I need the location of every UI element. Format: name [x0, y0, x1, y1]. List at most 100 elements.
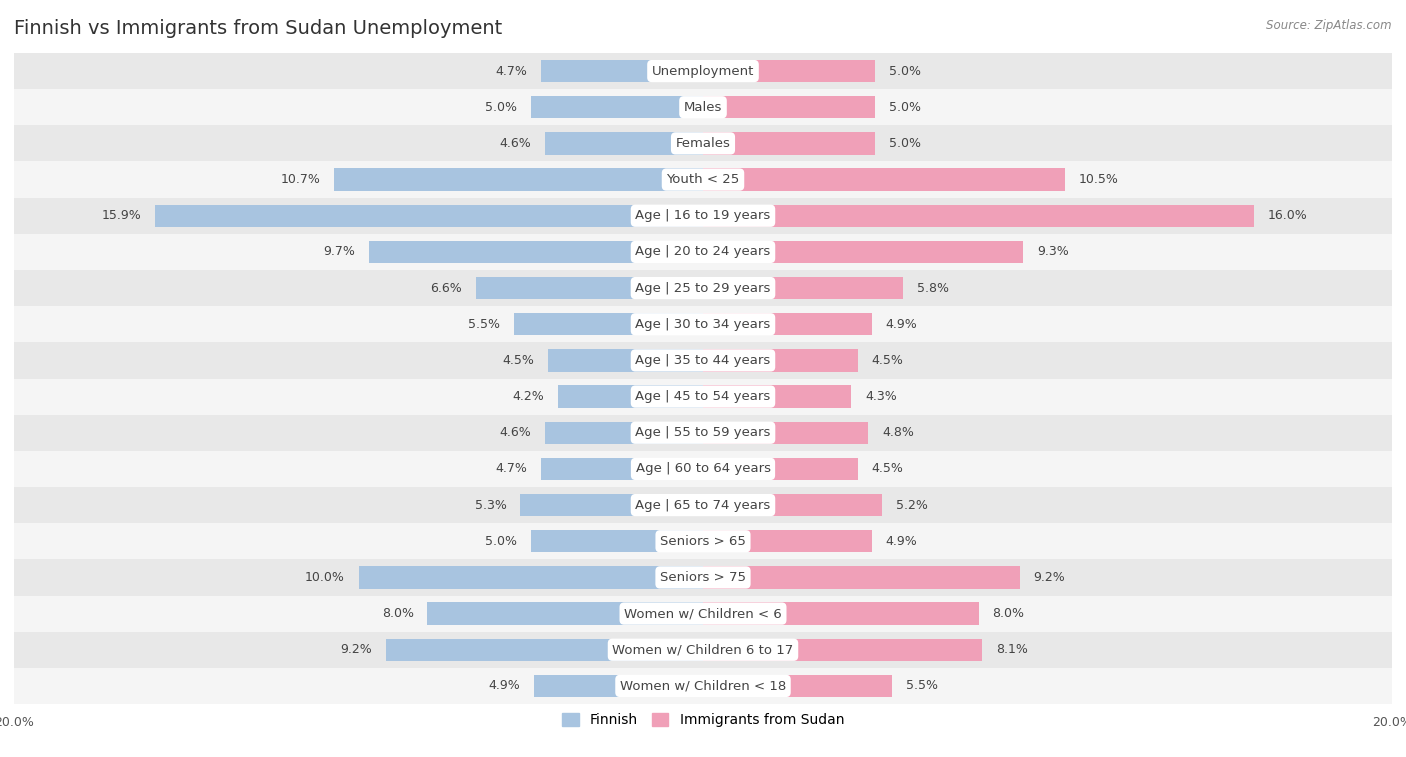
Bar	[427, 603, 703, 625]
Text: Males: Males	[683, 101, 723, 114]
Bar	[703, 168, 1064, 191]
Text: 16.0%: 16.0%	[1268, 209, 1308, 223]
Text: Seniors > 65: Seniors > 65	[659, 534, 747, 548]
Text: Seniors > 75: Seniors > 75	[659, 571, 747, 584]
Text: Age | 35 to 44 years: Age | 35 to 44 years	[636, 354, 770, 367]
Bar	[544, 132, 703, 154]
Bar	[541, 60, 703, 83]
Bar	[14, 668, 1392, 704]
Bar	[14, 415, 1392, 451]
Text: Age | 30 to 34 years: Age | 30 to 34 years	[636, 318, 770, 331]
Bar	[703, 313, 872, 335]
Text: 8.0%: 8.0%	[381, 607, 413, 620]
Bar	[14, 523, 1392, 559]
Text: Age | 16 to 19 years: Age | 16 to 19 years	[636, 209, 770, 223]
Bar	[703, 132, 875, 154]
Bar	[14, 270, 1392, 306]
Legend: Finnish, Immigrants from Sudan: Finnish, Immigrants from Sudan	[557, 708, 849, 733]
Bar	[703, 458, 858, 480]
Bar	[703, 603, 979, 625]
Bar	[155, 204, 703, 227]
Text: Age | 25 to 29 years: Age | 25 to 29 years	[636, 282, 770, 294]
Text: Age | 20 to 24 years: Age | 20 to 24 years	[636, 245, 770, 258]
Bar	[703, 60, 875, 83]
Bar	[14, 378, 1392, 415]
Text: 5.0%: 5.0%	[889, 137, 921, 150]
Bar	[14, 487, 1392, 523]
Bar	[703, 639, 981, 661]
Text: 4.5%: 4.5%	[872, 463, 904, 475]
Text: 4.2%: 4.2%	[513, 390, 544, 403]
Bar	[703, 385, 851, 408]
Bar	[368, 241, 703, 263]
Text: 4.6%: 4.6%	[499, 137, 531, 150]
Bar	[703, 494, 882, 516]
Bar	[14, 234, 1392, 270]
Bar	[703, 349, 858, 372]
Text: Women w/ Children 6 to 17: Women w/ Children 6 to 17	[613, 643, 793, 656]
Text: 10.7%: 10.7%	[281, 173, 321, 186]
Bar	[541, 458, 703, 480]
Text: 4.5%: 4.5%	[502, 354, 534, 367]
Bar	[703, 277, 903, 299]
Text: Finnish vs Immigrants from Sudan Unemployment: Finnish vs Immigrants from Sudan Unemplo…	[14, 18, 502, 38]
Bar	[14, 53, 1392, 89]
Bar	[534, 674, 703, 697]
Text: 4.8%: 4.8%	[882, 426, 914, 439]
Bar	[703, 566, 1019, 589]
Bar	[513, 313, 703, 335]
Text: 4.3%: 4.3%	[865, 390, 897, 403]
Text: 9.2%: 9.2%	[1033, 571, 1066, 584]
Text: Women w/ Children < 6: Women w/ Children < 6	[624, 607, 782, 620]
Text: 5.0%: 5.0%	[485, 101, 517, 114]
Text: 5.3%: 5.3%	[475, 499, 506, 512]
Text: Women w/ Children < 18: Women w/ Children < 18	[620, 680, 786, 693]
Text: 5.0%: 5.0%	[889, 101, 921, 114]
Bar	[558, 385, 703, 408]
Bar	[14, 559, 1392, 596]
Bar	[14, 631, 1392, 668]
Text: 4.7%: 4.7%	[495, 64, 527, 77]
Text: 5.5%: 5.5%	[468, 318, 499, 331]
Text: 8.0%: 8.0%	[993, 607, 1025, 620]
Bar	[14, 161, 1392, 198]
Text: Source: ZipAtlas.com: Source: ZipAtlas.com	[1267, 19, 1392, 32]
Bar	[335, 168, 703, 191]
Text: 5.8%: 5.8%	[917, 282, 949, 294]
Bar	[14, 342, 1392, 378]
Bar	[544, 422, 703, 444]
Text: 5.0%: 5.0%	[485, 534, 517, 548]
Text: 4.9%: 4.9%	[886, 318, 917, 331]
Bar	[14, 596, 1392, 631]
Text: 4.9%: 4.9%	[489, 680, 520, 693]
Bar	[531, 96, 703, 118]
Text: 4.9%: 4.9%	[886, 534, 917, 548]
Bar	[703, 422, 869, 444]
Bar	[703, 204, 1254, 227]
Bar	[359, 566, 703, 589]
Text: 4.5%: 4.5%	[872, 354, 904, 367]
Bar	[387, 639, 703, 661]
Text: Age | 60 to 64 years: Age | 60 to 64 years	[636, 463, 770, 475]
Text: 9.3%: 9.3%	[1038, 245, 1069, 258]
Text: 5.0%: 5.0%	[889, 64, 921, 77]
Text: 6.6%: 6.6%	[430, 282, 461, 294]
Bar	[703, 674, 893, 697]
Text: Age | 45 to 54 years: Age | 45 to 54 years	[636, 390, 770, 403]
Bar	[703, 96, 875, 118]
Bar	[520, 494, 703, 516]
Bar	[531, 530, 703, 553]
Bar	[548, 349, 703, 372]
Text: 15.9%: 15.9%	[101, 209, 142, 223]
Text: Unemployment: Unemployment	[652, 64, 754, 77]
Bar	[703, 241, 1024, 263]
Text: 4.7%: 4.7%	[495, 463, 527, 475]
Text: 10.5%: 10.5%	[1078, 173, 1118, 186]
Text: 9.2%: 9.2%	[340, 643, 373, 656]
Bar	[14, 89, 1392, 126]
Bar	[14, 306, 1392, 342]
Bar	[703, 530, 872, 553]
Bar	[14, 198, 1392, 234]
Text: 4.6%: 4.6%	[499, 426, 531, 439]
Text: 9.7%: 9.7%	[323, 245, 356, 258]
